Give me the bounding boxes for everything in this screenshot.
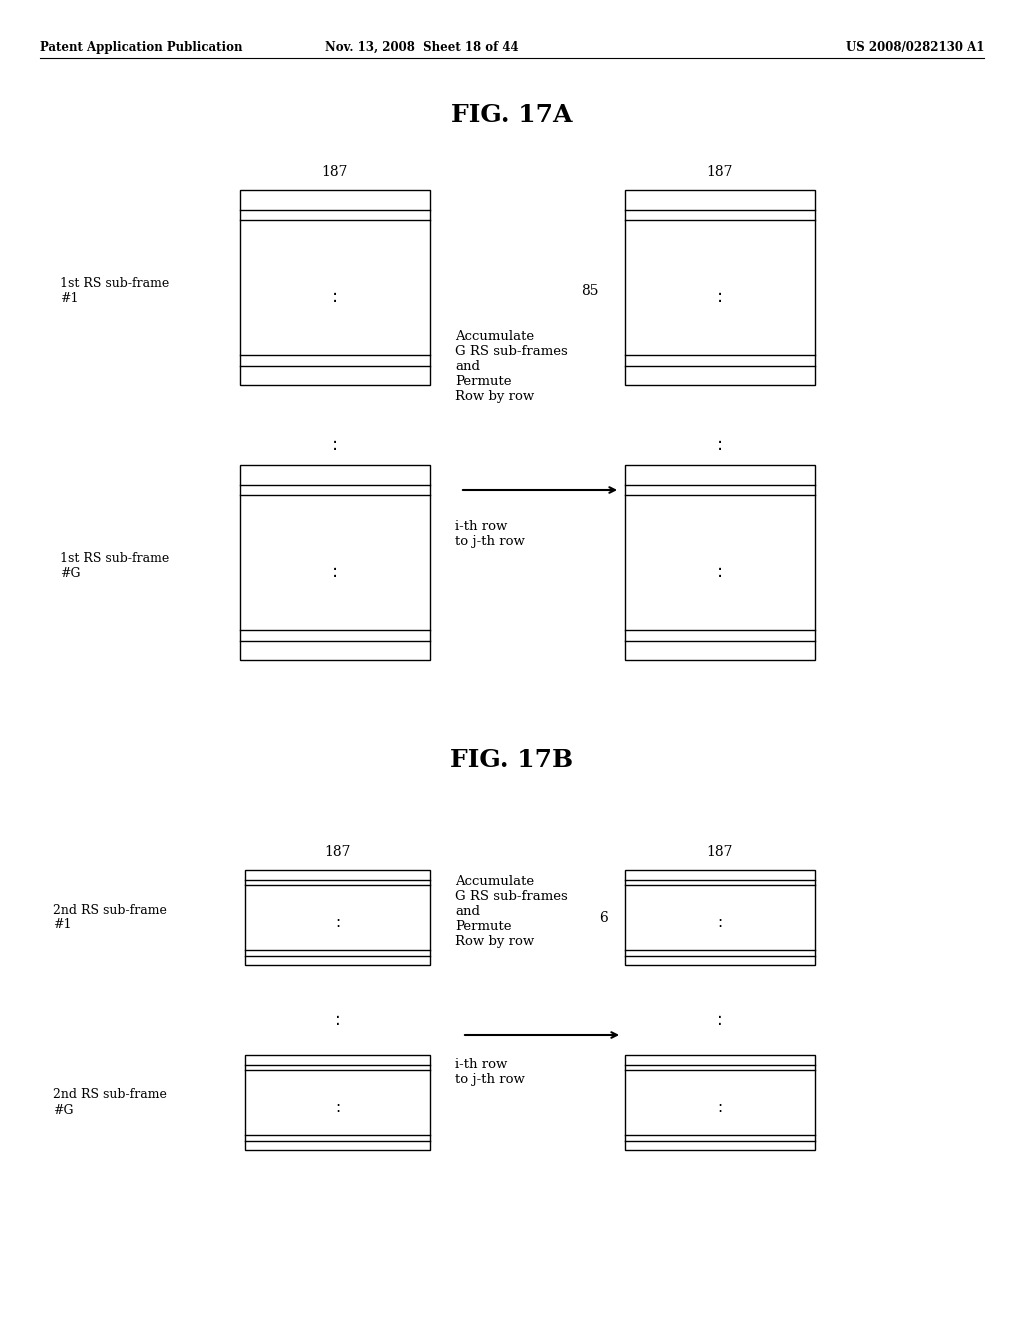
Text: :: : — [717, 1011, 723, 1030]
Text: :: : — [718, 1100, 723, 1115]
Text: :: : — [335, 1100, 340, 1115]
Text: i-th row
to j-th row: i-th row to j-th row — [455, 1059, 525, 1086]
Bar — [245, 870, 430, 965]
Text: 6: 6 — [599, 911, 607, 924]
Text: :: : — [335, 915, 340, 929]
Text: 1st RS sub-frame
#1: 1st RS sub-frame #1 — [60, 277, 170, 305]
Text: Accumulate
G RS sub-frames
and
Permute
Row by row: Accumulate G RS sub-frames and Permute R… — [455, 330, 567, 403]
Bar — [245, 1055, 430, 1150]
Text: Accumulate
G RS sub-frames
and
Permute
Row by row: Accumulate G RS sub-frames and Permute R… — [455, 875, 567, 948]
Text: 1st RS sub-frame
#G: 1st RS sub-frame #G — [60, 552, 170, 581]
Text: 2nd RS sub-frame
#1: 2nd RS sub-frame #1 — [53, 903, 167, 932]
Text: 187: 187 — [325, 845, 351, 859]
Text: 85: 85 — [582, 284, 599, 298]
Text: 187: 187 — [322, 165, 348, 180]
Text: US 2008/0282130 A1: US 2008/0282130 A1 — [846, 41, 984, 54]
Text: :: : — [332, 288, 338, 306]
Text: :: : — [332, 436, 338, 454]
Text: :: : — [335, 1011, 340, 1030]
Text: i-th row
to j-th row: i-th row to j-th row — [455, 520, 525, 548]
Text: 2nd RS sub-frame
#G: 2nd RS sub-frame #G — [53, 1089, 167, 1117]
Bar — [240, 465, 430, 660]
Text: FIG. 17A: FIG. 17A — [452, 103, 572, 127]
Text: :: : — [717, 288, 723, 306]
Text: Patent Application Publication: Patent Application Publication — [40, 41, 243, 54]
Bar — [625, 870, 815, 965]
Text: 187: 187 — [707, 165, 733, 180]
Bar — [240, 190, 430, 385]
Text: :: : — [332, 564, 338, 581]
Text: :: : — [717, 564, 723, 581]
Text: :: : — [717, 436, 723, 454]
Text: :: : — [718, 915, 723, 929]
Text: 187: 187 — [707, 845, 733, 859]
Bar — [625, 190, 815, 385]
Bar — [625, 1055, 815, 1150]
Text: FIG. 17B: FIG. 17B — [451, 748, 573, 772]
Bar — [625, 465, 815, 660]
Text: Nov. 13, 2008  Sheet 18 of 44: Nov. 13, 2008 Sheet 18 of 44 — [326, 41, 519, 54]
